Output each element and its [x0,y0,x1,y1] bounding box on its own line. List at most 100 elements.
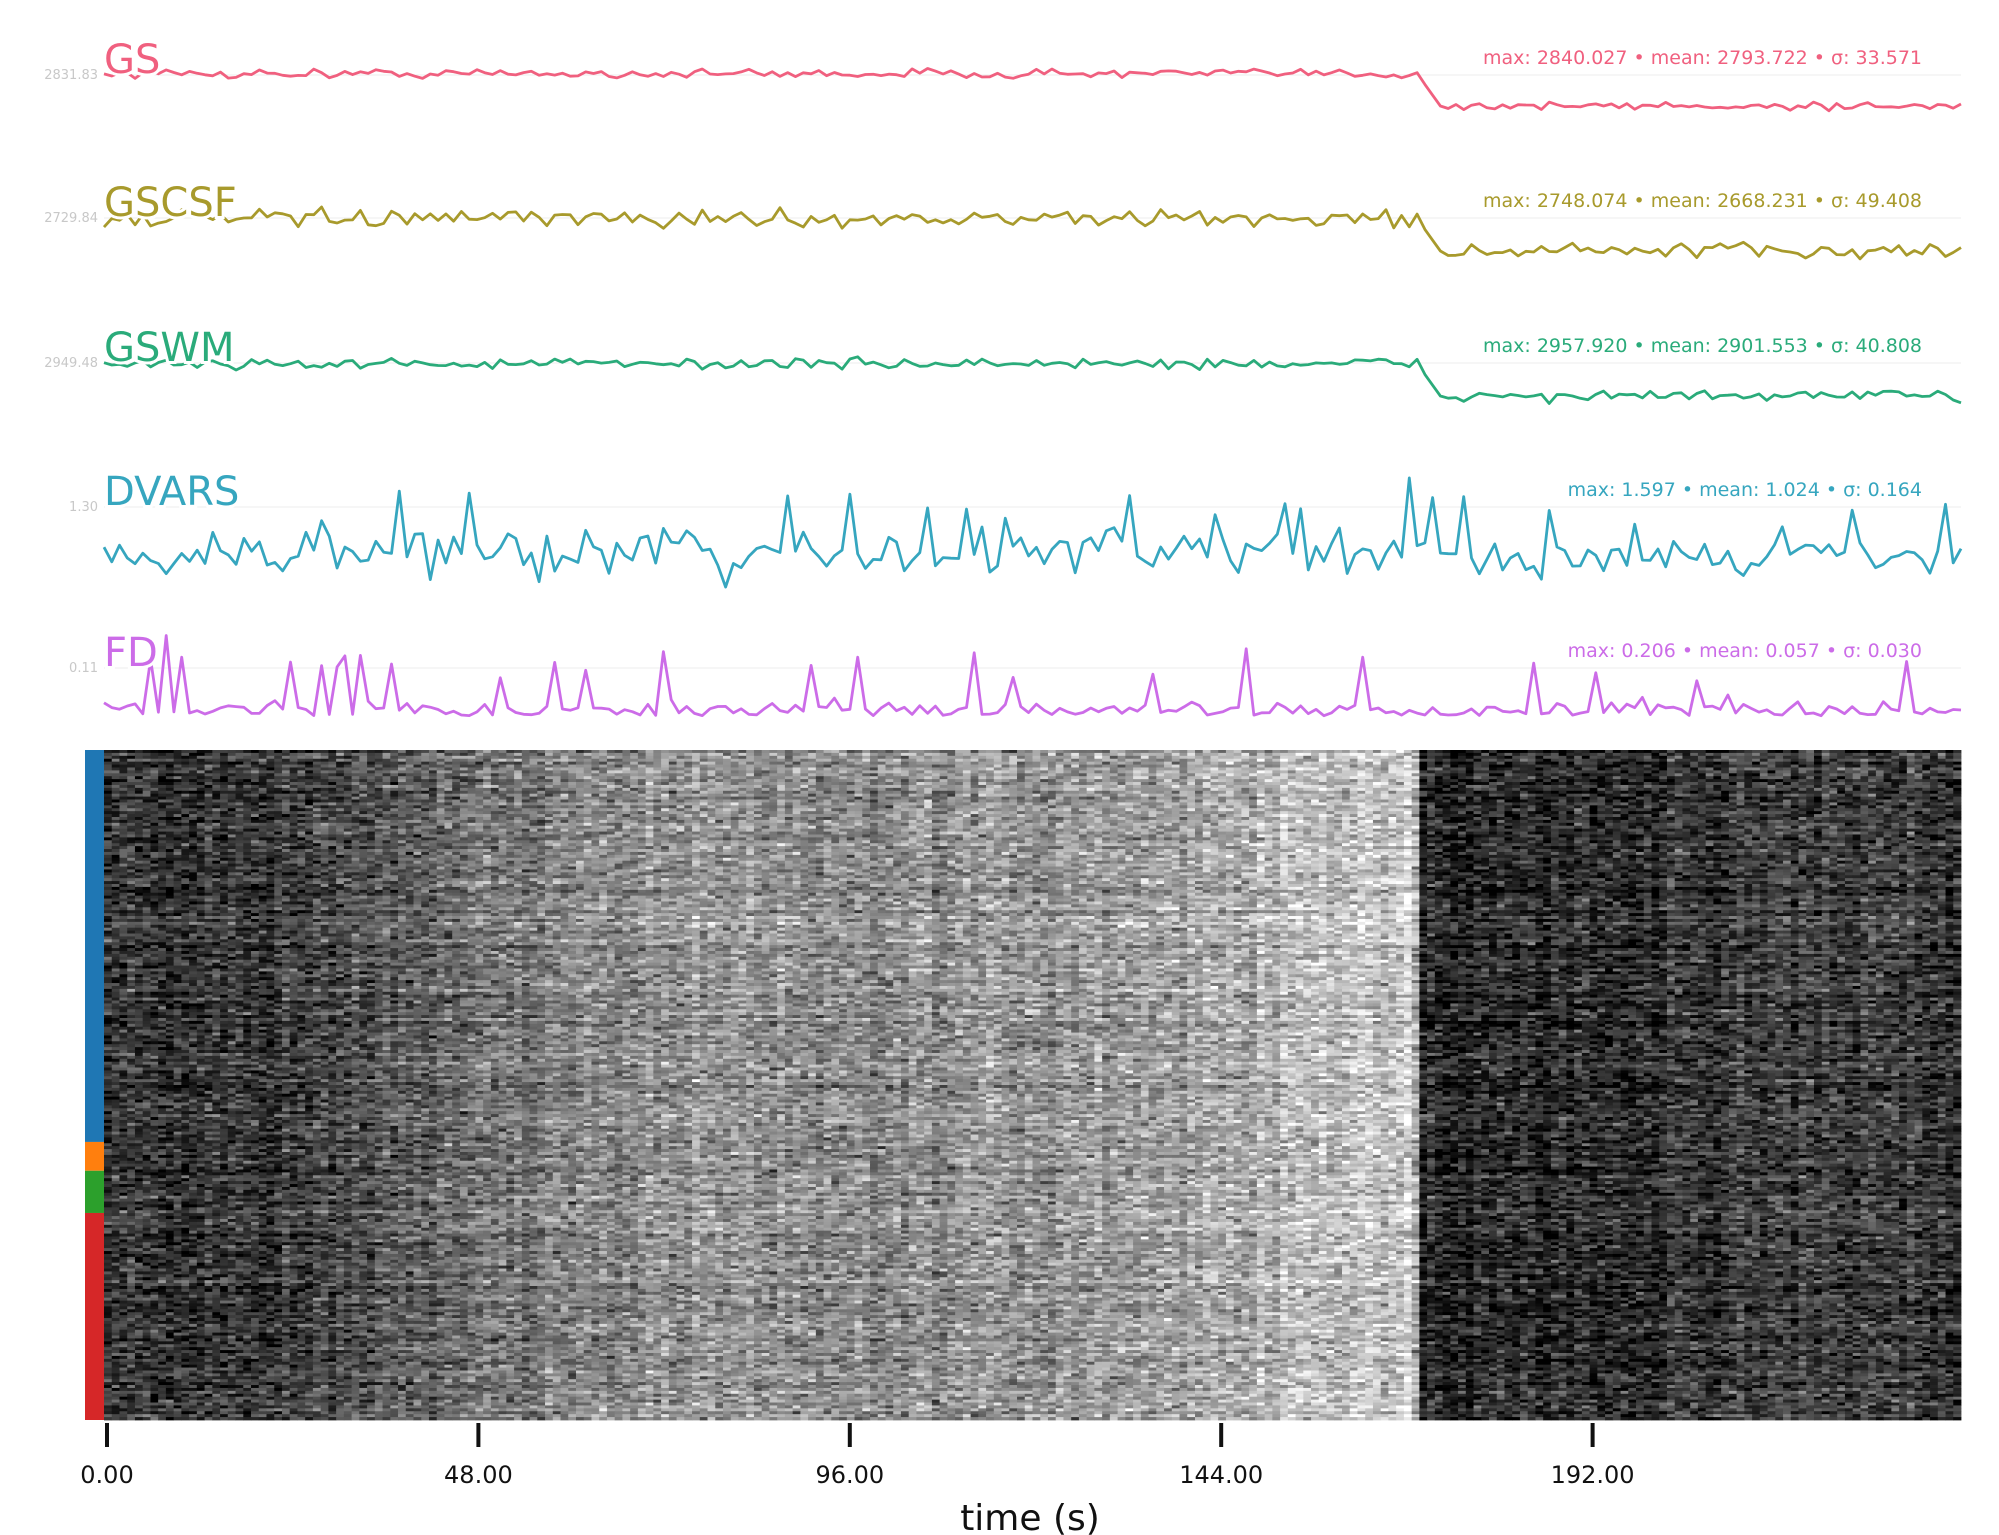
carpet-row [104,1094,1961,1097]
carpet-row [104,1172,1961,1175]
carpet-row [104,1097,1961,1100]
carpet-row [104,1368,1961,1371]
carpet-row [104,797,1961,800]
carpet-row [104,1184,1961,1187]
carpet-row [104,963,1961,966]
carpet-row [104,887,1961,890]
carpet-row [104,1219,1961,1222]
carpet-row [104,1204,1961,1207]
carpet-row [104,1082,1961,1085]
trace-title: GSCSF [104,180,237,226]
carpet-row [104,881,1961,884]
carpet-row [104,1079,1961,1082]
trace-stats: max: 2748.074 • mean: 2668.231 • σ: 49.4… [1483,190,1922,212]
carpet-row [104,1385,1961,1388]
carpet-row [104,1271,1961,1274]
carpet-row [104,1161,1961,1164]
carpet-row [104,1100,1961,1103]
carpet-row [104,1388,1961,1391]
carpet-row [104,1193,1961,1196]
carpet-row [104,1403,1961,1406]
carpet-row [104,1242,1961,1245]
carpet-row [104,1190,1961,1193]
carpet-row [104,1309,1961,1312]
carpet-row [104,1376,1961,1379]
carpet-row [104,805,1961,808]
carpet-row [104,872,1961,875]
carpet-row [104,864,1961,867]
carpet-row [104,1248,1961,1251]
carpet-row [104,1132,1961,1135]
carpet-row [104,1027,1961,1030]
carpet-row [104,1038,1961,1041]
carpet-row [104,814,1961,817]
trace-title: GS [104,37,160,83]
carpet-row [104,869,1961,872]
carpet-row [104,1333,1961,1336]
carpet-row [104,1303,1961,1306]
carpet-row [104,1207,1961,1210]
carpet-row [104,1114,1961,1117]
carpet-row [104,1155,1961,1158]
carpet-row [104,1085,1961,1088]
colorbar-segment-1 [85,1142,104,1171]
carpet-row [104,1033,1961,1036]
trace-ytick-label: 2949.48 [44,356,98,371]
carpet-row [104,1370,1961,1373]
carpet-row [104,1088,1961,1091]
carpet-row [104,788,1961,791]
carpet-row [104,1327,1961,1330]
colorbar-segment-0 [85,750,104,1142]
carpet-row [104,1341,1961,1344]
carpet-row [104,1365,1961,1368]
carpet-row [104,983,1961,986]
carpet-row [104,776,1961,779]
carpet-row [104,1111,1961,1114]
carpet-row [104,989,1961,992]
trace-gs: 2831.83 GS max: 2840.027 • mean: 2793.722 … [44,37,1961,111]
carpet-row [104,901,1961,904]
carpet-row [104,785,1961,788]
x-tick-label: 48.00 [444,1461,513,1489]
carpet-row [104,1152,1961,1155]
carpet-row [104,998,1961,1001]
carpet-row [104,1105,1961,1108]
x-tick-label: 144.00 [1179,1461,1263,1489]
carpet-row [104,878,1961,881]
carpet-row [104,820,1961,823]
carpet-row [104,974,1961,977]
carpet-row [104,1359,1961,1362]
carpet-row [104,1006,1961,1009]
x-axis: 0.00 48.00 96.00 144.00 192.00 time (s) [80,1423,1634,1535]
carpet-row [104,960,1961,963]
carpet-row [104,1280,1961,1283]
carpet-row [104,1120,1961,1123]
carpet-row [104,1059,1961,1062]
carpet-row [104,1289,1961,1292]
carpet-row [104,808,1961,811]
trace-gswm: 2949.48 GSWM max: 2957.920 • mean: 2901.55… [44,325,1961,404]
carpet-row [104,1001,1961,1004]
confound-traces: 2831.83 GS max: 2840.027 • mean: 2793.722 … [44,37,1961,716]
x-tick-label: 0.00 [80,1461,133,1489]
carpet-row [104,931,1961,934]
trace-line-gswm [104,357,1961,404]
carpet-row [104,1411,1961,1414]
carpet-row [104,1053,1961,1056]
carpet-row [104,948,1961,951]
carpet-row [104,1073,1961,1076]
carpet-row [104,1251,1961,1254]
carpet-row [104,1123,1961,1126]
carpet-row [104,1277,1961,1280]
carpet-row [104,934,1961,937]
trace-ytick-label: 2729.84 [44,211,98,226]
carpet-row [104,802,1961,805]
carpet-row [104,1362,1961,1365]
carpet-row [104,954,1961,957]
carpet-row [104,916,1961,919]
carpet-row [104,1175,1961,1178]
carpet-row [104,907,1961,910]
carpet-row [104,1379,1961,1382]
carpet-row [104,1129,1961,1132]
